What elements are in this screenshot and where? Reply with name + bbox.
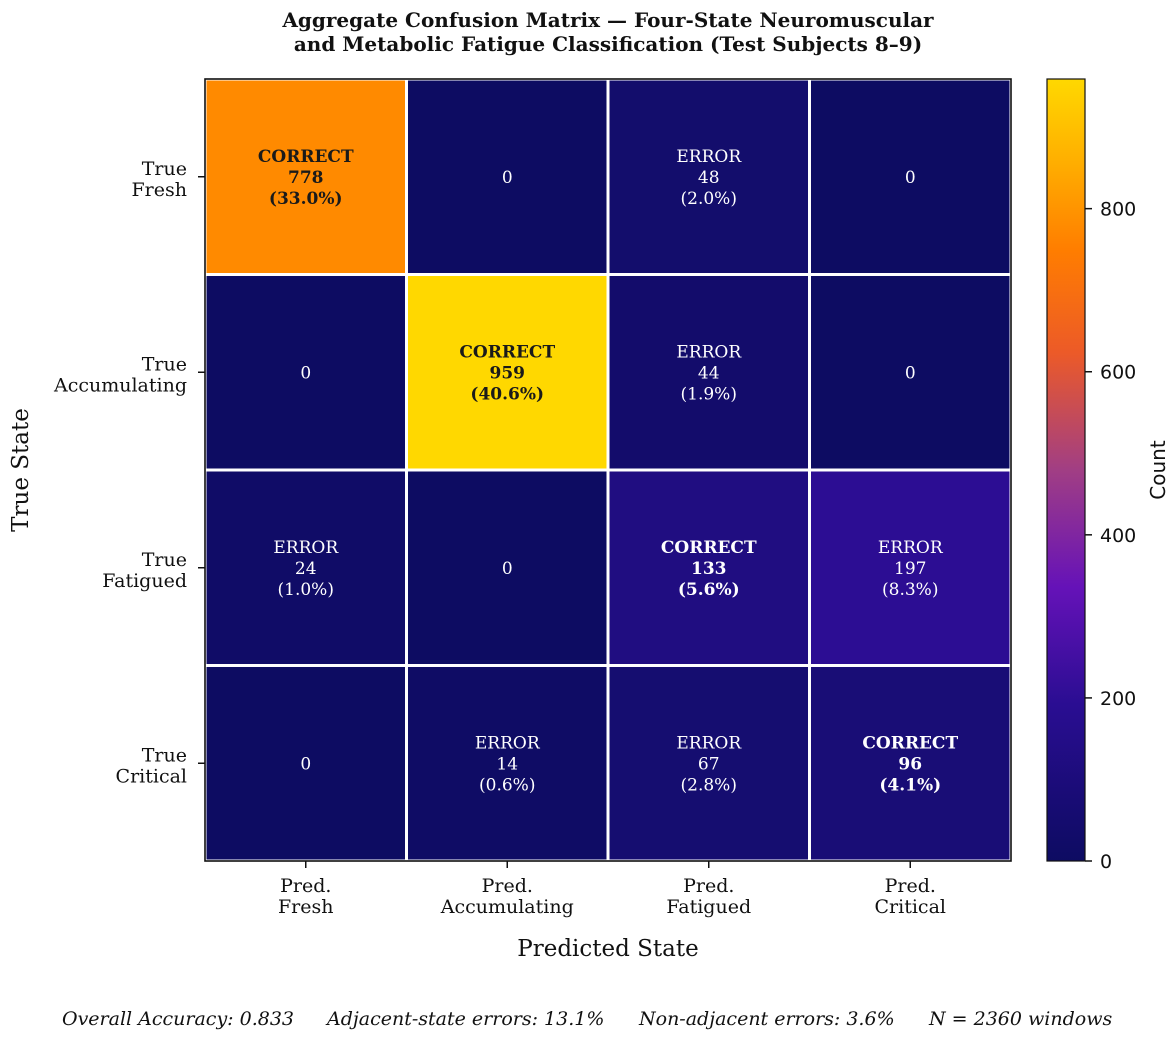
cell-percent-r3-c2: (2.8%) [681, 775, 737, 795]
y-tick-label-2-0: True [142, 549, 187, 571]
colorbar-ticks: 0 200 400 600 800 [1085, 199, 1136, 873]
y-tick-label-3-1: Critical [116, 765, 187, 787]
cell-status-r2-c0: ERROR [273, 538, 339, 558]
x-tick-label-2-0: Pred. [683, 875, 734, 897]
plot-frame [204, 78, 1012, 862]
heatmap-cell-labels: CORRECT778(33.0%)0ERROR48(2.0%)00CORRECT… [258, 147, 959, 796]
y-tick-label-0-0: True [142, 158, 187, 180]
cell-percent-r2-c0: (1.0%) [278, 580, 334, 600]
colorbar-tick-label-3: 600 [1100, 362, 1136, 384]
y-tick-label-3-0: True [142, 744, 187, 766]
y-tick-label-1-1: Accumulating [53, 374, 187, 396]
cell-value-r3-c1: 14 [496, 754, 518, 774]
colorbar [1046, 78, 1086, 862]
cell-percent-r1-c2: (1.9%) [681, 384, 737, 404]
footer-adjacent-errors: Adjacent-state errors: 13.1% [325, 1008, 604, 1030]
chart-title-line2: and Metabolic Fatigue Classification (Te… [294, 32, 922, 56]
cell-status-r3-c2: ERROR [676, 733, 742, 753]
y-axis-label: True State [8, 408, 34, 532]
heatmap-cell-r2-c1 [405, 468, 610, 667]
cell-value-r0-c0: 778 [288, 168, 324, 188]
colorbar-tick-label-2: 400 [1100, 525, 1136, 547]
heatmap-cell-r3-c3 [808, 664, 1013, 863]
x-tick-label-1-1: Accumulating [440, 896, 574, 918]
heatmap-cell-r1-c1 [405, 273, 610, 472]
x-axis-ticks: Pred.FreshPred.AccumulatingPred.Fatigued… [278, 861, 946, 918]
cell-percent-r0-c0: (33.0%) [269, 189, 343, 209]
cell-status-r1-c1: CORRECT [459, 342, 555, 362]
cell-value-r0-c1: 0 [502, 168, 513, 188]
heatmap-cell-r0-c0 [203, 77, 408, 276]
cell-status-r3-c3: CORRECT [862, 733, 958, 753]
cell-value-r2-c0: 24 [295, 559, 317, 579]
cell-status-r2-c3: ERROR [878, 538, 944, 558]
cell-percent-r2-c3: (8.3%) [882, 580, 938, 600]
heatmap-cells [203, 77, 1013, 863]
heatmap-cell-r1-c3 [808, 273, 1013, 472]
x-axis-label: Predicted State [517, 936, 699, 962]
x-tick-label-3-1: Critical [875, 896, 946, 918]
heatmap-cell-r0-c1 [405, 77, 610, 276]
y-tick-label-0-1: Fresh [132, 179, 188, 201]
cell-status-r3-c1: ERROR [475, 733, 541, 753]
cell-percent-r1-c1: (40.6%) [470, 384, 544, 404]
footer-nonadjacent-errors: Non-adjacent errors: 3.6% [638, 1008, 895, 1030]
colorbar-tick-label-1: 200 [1100, 688, 1136, 710]
y-tick-label-1-0: True [142, 353, 187, 375]
heatmap-cell-r3-c1 [405, 664, 610, 863]
cell-value-r2-c1: 0 [502, 559, 513, 579]
x-tick-label-3-0: Pred. [885, 875, 936, 897]
cell-value-r0-c3: 0 [905, 168, 916, 188]
colorbar-label: Count [1146, 440, 1170, 500]
heatmap-cell-r2-c3 [808, 468, 1013, 667]
colorbar-tick-label-0: 0 [1100, 851, 1112, 873]
cell-status-r0-c2: ERROR [676, 147, 742, 167]
y-tick-label-2-1: Fatigued [102, 570, 187, 592]
footer-accuracy: Overall Accuracy: 0.833 [62, 1008, 294, 1030]
cell-value-r3-c0: 0 [300, 754, 311, 774]
cell-value-r0-c2: 48 [698, 168, 720, 188]
colorbar-tick-label-4: 800 [1100, 199, 1136, 221]
y-axis-ticks: TrueFreshTrueAccumulatingTrueFatiguedTru… [53, 158, 205, 787]
cell-percent-r0-c2: (2.0%) [681, 189, 737, 209]
footer-n-windows: N = 2360 windows [928, 1008, 1112, 1030]
x-tick-label-0-0: Pred. [280, 875, 331, 897]
cell-percent-r2-c2: (5.6%) [678, 580, 740, 600]
cell-value-r3-c3: 96 [898, 754, 922, 774]
cell-percent-r3-c3: (4.1%) [879, 775, 941, 795]
cell-value-r1-c1: 959 [490, 363, 526, 383]
cell-value-r1-c2: 44 [698, 363, 720, 383]
cell-status-r0-c0: CORRECT [258, 147, 354, 167]
x-tick-label-2-1: Fatigued [666, 896, 751, 918]
x-tick-label-0-1: Fresh [278, 896, 334, 918]
cell-status-r2-c2: CORRECT [661, 538, 757, 558]
cell-status-r1-c2: ERROR [676, 342, 742, 362]
heatmap-cell-r0-c3 [808, 77, 1013, 276]
cell-value-r2-c2: 133 [691, 559, 727, 579]
cell-value-r2-c3: 197 [894, 559, 926, 579]
cell-value-r1-c3: 0 [905, 363, 916, 383]
cell-value-r1-c0: 0 [300, 363, 311, 383]
chart-title-line1: Aggregate Confusion Matrix — Four-State … [281, 8, 934, 32]
cell-value-r3-c2: 67 [698, 754, 720, 774]
cell-percent-r3-c1: (0.6%) [479, 775, 535, 795]
x-tick-label-1-0: Pred. [482, 875, 533, 897]
